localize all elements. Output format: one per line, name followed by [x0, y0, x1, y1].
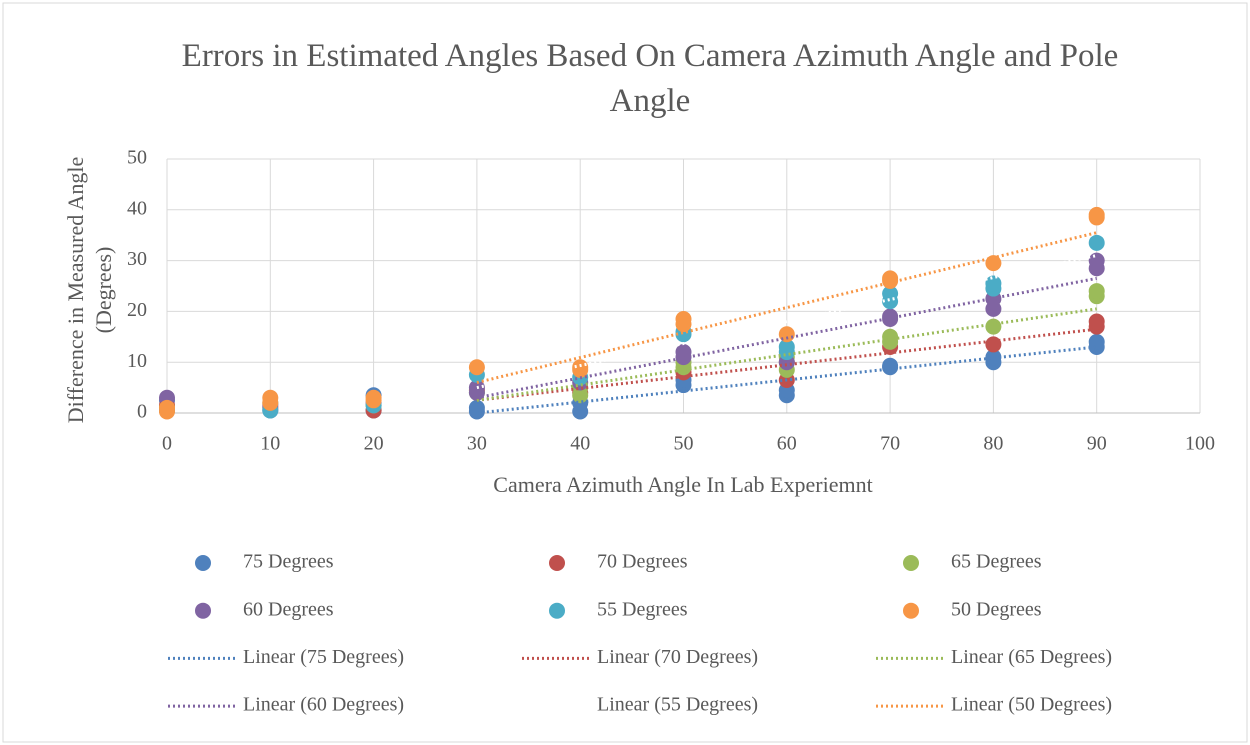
y-tick-label: 10 — [127, 350, 147, 372]
legend-label: Linear (70 Degrees) — [597, 646, 758, 668]
point — [778, 326, 795, 343]
legend-marker — [549, 555, 565, 571]
trendline — [476, 327, 1097, 402]
point — [985, 349, 1002, 366]
x-tick-label: 60 — [777, 433, 797, 455]
x-tick-label: 20 — [364, 433, 384, 455]
legend-marker — [549, 602, 565, 619]
legend-label: Linear (50 Degrees) — [951, 694, 1112, 716]
x-tick-label: 10 — [260, 433, 280, 455]
legend-marker — [195, 602, 211, 619]
point — [778, 338, 795, 355]
trendline — [476, 254, 1098, 390]
legend-label: Linear (75 Degrees) — [243, 646, 404, 668]
point — [468, 384, 485, 401]
point — [882, 357, 899, 374]
y-tick-label: 40 — [127, 197, 147, 219]
point — [1088, 252, 1105, 269]
x-tick-label: 90 — [1087, 433, 1107, 455]
point — [1088, 206, 1105, 223]
point — [985, 255, 1002, 272]
y-axis-label: Difference in Measured Angle (Degrees) — [63, 156, 116, 424]
point — [468, 359, 485, 376]
point — [985, 275, 1002, 292]
legend-label: 70 Degrees — [597, 551, 688, 573]
legend-label: Linear (65 Degrees) — [951, 646, 1112, 668]
point — [675, 344, 692, 361]
chart-title: Errors in Estimated Angles Based On Came… — [181, 38, 1119, 119]
x-tick-label: 30 — [467, 433, 487, 455]
legend-label: Linear (60 Degrees) — [243, 694, 404, 716]
point — [1088, 234, 1105, 251]
x-tick-label: 50 — [674, 433, 694, 455]
legend-marker — [903, 602, 919, 619]
point — [1088, 333, 1105, 350]
point — [365, 392, 382, 409]
point — [262, 394, 279, 411]
x-axis-label: Camera Azimuth Angle In Lab Experiemnt — [493, 472, 873, 497]
point — [675, 311, 692, 328]
y-tick-label: 50 — [127, 147, 147, 169]
x-tick-label: 100 — [1185, 433, 1215, 455]
point — [882, 308, 899, 325]
legend-label: 75 Degrees — [243, 551, 334, 573]
point — [985, 336, 1002, 353]
y-tick-label: 30 — [127, 248, 147, 270]
trendline — [476, 345, 1097, 415]
point — [985, 318, 1002, 335]
legend-label: 60 Degrees — [243, 598, 334, 620]
legend-label: 55 Degrees — [597, 598, 688, 620]
legend-label: 65 Degrees — [951, 551, 1042, 573]
y-tick-label: 0 — [137, 401, 147, 423]
y-tick-label: 20 — [127, 299, 147, 321]
x-tick-label: 70 — [880, 433, 900, 455]
point — [1088, 283, 1105, 300]
legend-marker — [195, 555, 211, 571]
point — [468, 403, 485, 420]
x-tick-label: 80 — [983, 433, 1003, 455]
point — [159, 403, 175, 420]
trendline — [476, 231, 1098, 384]
x-tick-label: 0 — [162, 433, 172, 455]
trendline — [476, 276, 1097, 400]
point — [882, 328, 899, 345]
point — [1088, 313, 1105, 330]
legend-label: Linear (55 Degrees) — [597, 694, 758, 716]
x-tick-label: 40 — [570, 433, 590, 455]
legend-marker — [903, 555, 919, 571]
legend-label: 50 Degrees — [951, 598, 1042, 620]
